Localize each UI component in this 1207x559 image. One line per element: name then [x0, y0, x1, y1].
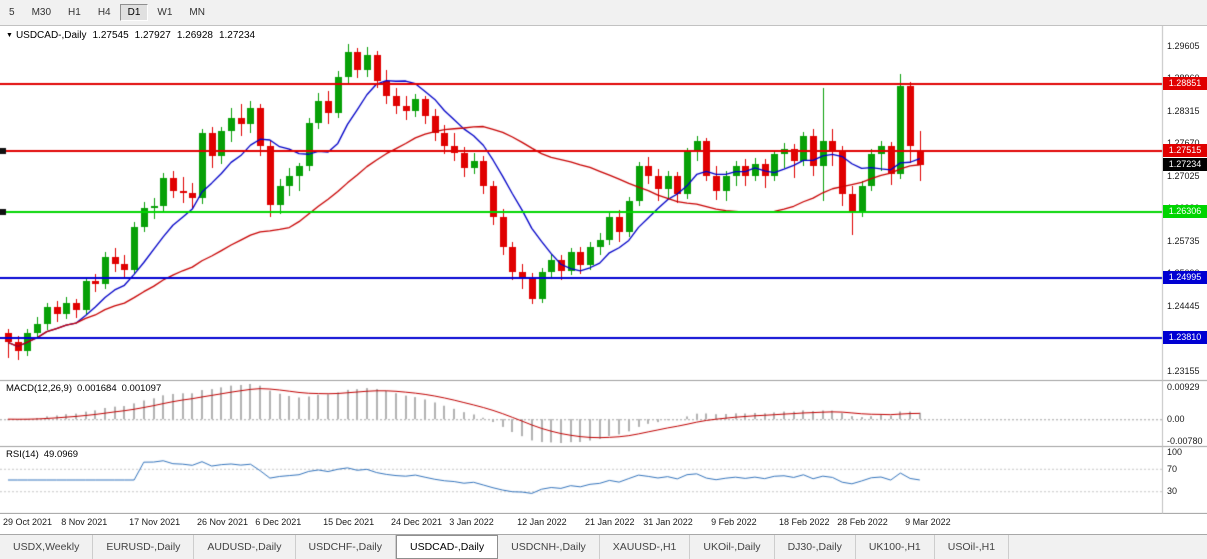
- price-chart-canvas[interactable]: [0, 26, 1207, 514]
- chart-tab-usdcad-daily[interactable]: USDCAD-,Daily: [396, 535, 498, 559]
- date-axis-label: 12 Jan 2022: [517, 517, 567, 527]
- chart-symbol-label: USDCAD-,Daily: [16, 30, 87, 41]
- rsi-indicator-label: RSI(14) 49.0969: [6, 449, 83, 460]
- quote-open: 1.27545: [93, 30, 129, 41]
- timeframe-button-d1[interactable]: D1: [120, 4, 149, 21]
- date-axis-label: 8 Nov 2021: [61, 517, 107, 527]
- timeframe-button-m30[interactable]: M30: [24, 4, 59, 21]
- timeframe-button-mn[interactable]: MN: [181, 4, 213, 21]
- chart-tab-xauusd-h1[interactable]: XAUUSD-,H1: [600, 535, 691, 559]
- chart-tab-usdcnh-daily[interactable]: USDCNH-,Daily: [498, 535, 600, 559]
- date-axis-label: 21 Jan 2022: [585, 517, 635, 527]
- date-axis-label: 6 Dec 2021: [255, 517, 301, 527]
- date-axis-label: 17 Nov 2021: [129, 517, 180, 527]
- date-axis-label: 28 Feb 2022: [837, 517, 888, 527]
- macd-indicator-label: MACD(12,26,9) 0.001684 0.001097: [6, 383, 166, 394]
- chart-tab-bar: USDX,WeeklyEURUSD-,DailyAUDUSD-,DailyUSD…: [0, 534, 1207, 559]
- quote-high: 1.27927: [135, 30, 171, 41]
- date-axis-label: 31 Jan 2022: [643, 517, 693, 527]
- date-axis-label: 9 Mar 2022: [905, 517, 951, 527]
- date-axis-label: 15 Dec 2021: [323, 517, 374, 527]
- chart-tab-usdchf-daily[interactable]: USDCHF-,Daily: [296, 535, 397, 559]
- timeframe-button-w1[interactable]: W1: [149, 4, 180, 21]
- rsi-value: 49.0969: [44, 449, 78, 460]
- timeframe-button-h1[interactable]: H1: [60, 4, 89, 21]
- timeframe-toolbar: 5M30H1H4D1W1MN: [0, 0, 1207, 26]
- date-axis-label: 9 Feb 2022: [711, 517, 757, 527]
- macd-name: MACD(12,26,9): [6, 383, 72, 394]
- quote-low: 1.26928: [177, 30, 213, 41]
- macd-main-value: 0.001684: [77, 383, 117, 394]
- chart-tab-usdx-weekly[interactable]: USDX,Weekly: [0, 535, 93, 559]
- timeframe-button-h4[interactable]: H4: [90, 4, 119, 21]
- chart-collapse-icon[interactable]: ▼: [6, 32, 13, 39]
- rsi-name: RSI(14): [6, 449, 39, 460]
- chart-tab-dj30-daily[interactable]: DJ30-,Daily: [775, 535, 856, 559]
- macd-signal-value: 0.001097: [122, 383, 162, 394]
- trading-terminal-window: 5M30H1H4D1W1MN ▼USDCAD-,Daily1.275451.27…: [0, 0, 1207, 559]
- timeframe-button-5[interactable]: 5: [1, 4, 23, 21]
- date-axis-label: 18 Feb 2022: [779, 517, 830, 527]
- chart-tab-usoil-h1[interactable]: USOil-,H1: [935, 535, 1009, 559]
- date-axis-label: 29 Oct 2021: [3, 517, 52, 527]
- chart-header: ▼USDCAD-,Daily 1.27545 1.27927 1.26928 1.272…: [6, 30, 255, 41]
- chart-tab-ukoil-daily[interactable]: UKOil-,Daily: [690, 535, 774, 559]
- chart-tab-eurusd-daily[interactable]: EURUSD-,Daily: [93, 535, 194, 559]
- quote-close: 1.27234: [219, 30, 255, 41]
- date-axis-label: 26 Nov 2021: [197, 517, 248, 527]
- chart-tab-uk100-h1[interactable]: UK100-,H1: [856, 535, 935, 559]
- chart-tab-audusd-daily[interactable]: AUDUSD-,Daily: [194, 535, 295, 559]
- date-axis-label: 24 Dec 2021: [391, 517, 442, 527]
- date-axis-label: 3 Jan 2022: [449, 517, 494, 527]
